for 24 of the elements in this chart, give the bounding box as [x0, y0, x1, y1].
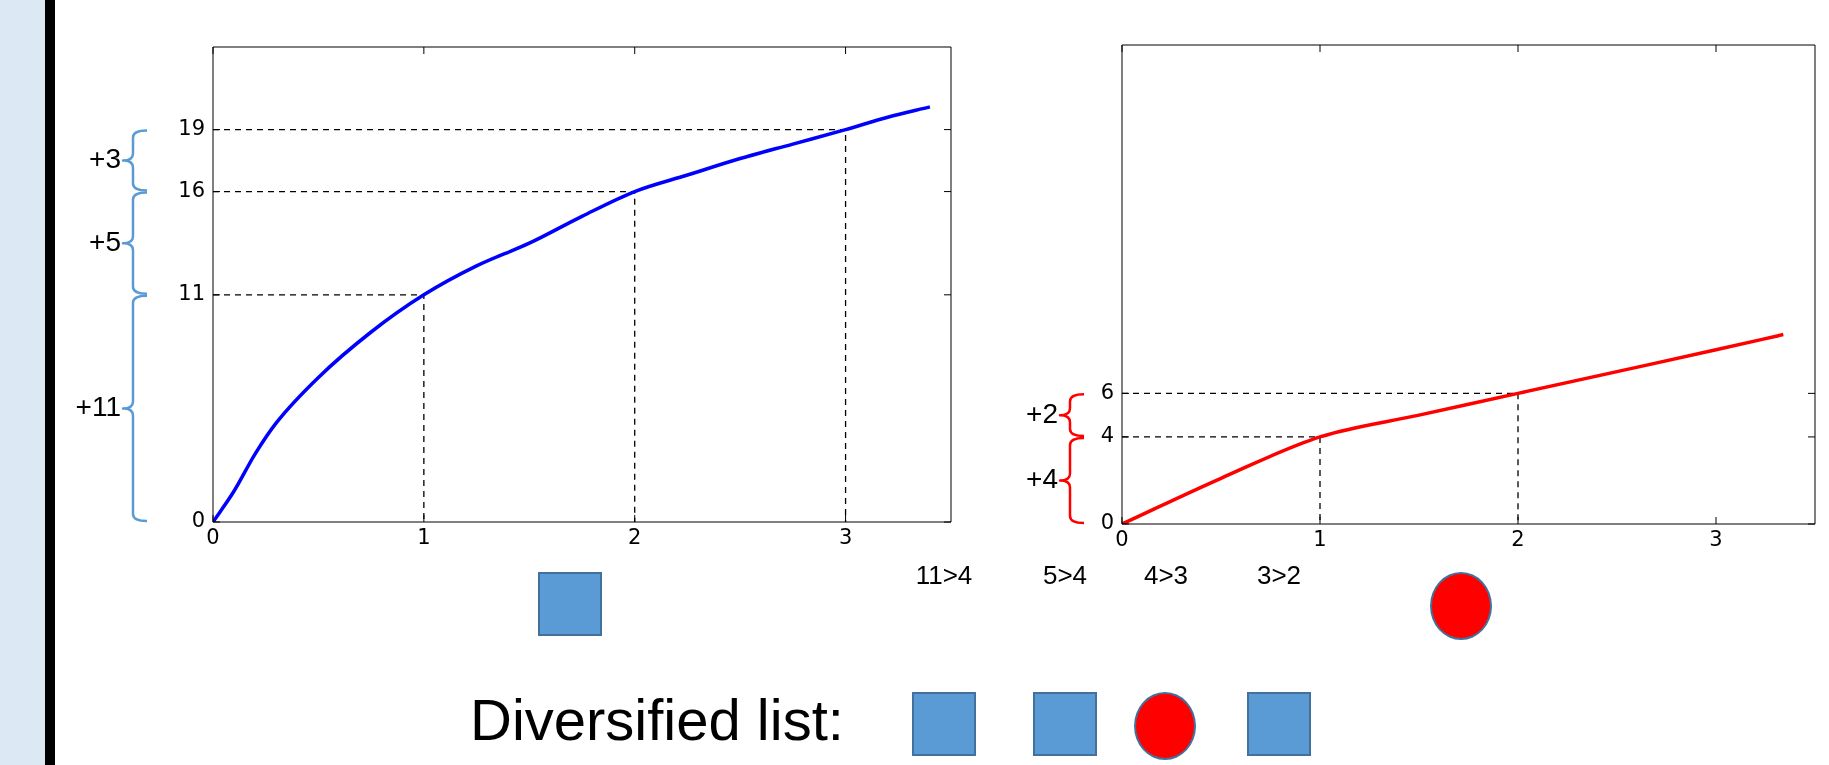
line-series: [1122, 332, 1786, 524]
text: +11: [75, 391, 121, 423]
y-tick-label: 11: [178, 281, 205, 306]
y-tick-label: 6: [1100, 379, 1114, 404]
y-tick-label: 4: [1100, 423, 1114, 448]
x-tick-label: 3: [1709, 527, 1723, 552]
text: 11>4: [914, 560, 974, 590]
line-series: [213, 105, 932, 522]
x-tick-label: 1: [417, 525, 431, 550]
x-tick-label: 2: [628, 525, 642, 550]
text: Diversified list:: [470, 687, 844, 753]
x-tick-label: 2: [1511, 527, 1525, 552]
text: 5>4: [1041, 560, 1089, 590]
text: +2: [1026, 397, 1058, 429]
text: 3>2: [1255, 560, 1303, 590]
x-tick-label: 3: [838, 525, 853, 550]
text: 4>3: [1142, 560, 1190, 590]
text: +3: [89, 143, 121, 175]
y-tick-label: 19: [178, 116, 205, 141]
text: +4: [1026, 463, 1058, 495]
x-tick-label: 1: [1313, 527, 1327, 552]
text: +5: [89, 225, 121, 257]
y-tick-label: 0: [191, 508, 205, 533]
y-tick-label: 16: [178, 178, 205, 203]
